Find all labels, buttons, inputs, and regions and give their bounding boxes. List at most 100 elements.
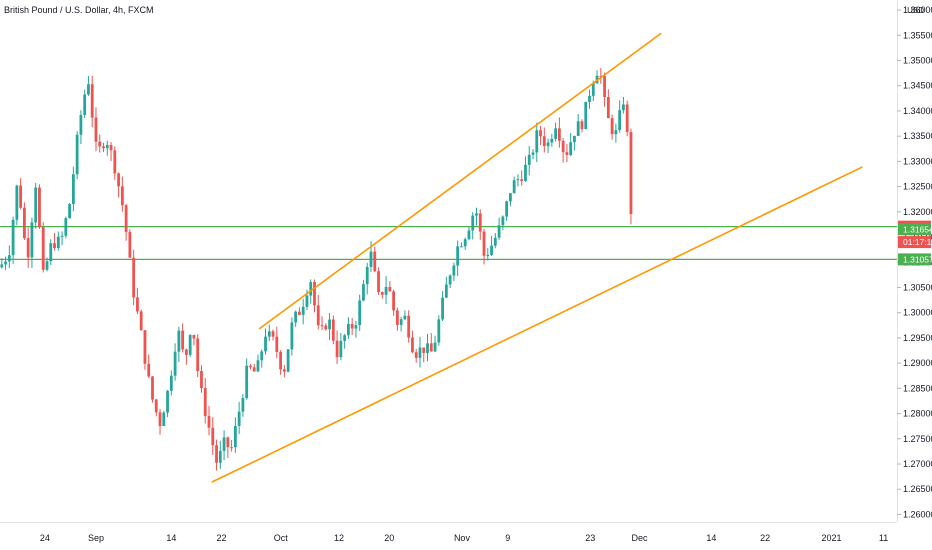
candle-body bbox=[629, 131, 633, 215]
candle-body bbox=[426, 343, 429, 353]
candle-body bbox=[83, 94, 87, 116]
candle-body bbox=[162, 412, 166, 427]
y-tick-label: 1.36000 bbox=[903, 5, 932, 15]
candle-body bbox=[151, 376, 154, 400]
x-tick-label: 22 bbox=[760, 533, 770, 543]
price-tag-label: 01:17:11 bbox=[903, 237, 932, 247]
candle-body bbox=[471, 215, 475, 231]
candle-body bbox=[520, 179, 524, 181]
candle-body bbox=[546, 142, 550, 147]
y-tick-label: 1.26000 bbox=[903, 509, 932, 519]
candle-body bbox=[527, 154, 531, 165]
candle-body bbox=[331, 319, 335, 341]
candle-body bbox=[614, 130, 618, 135]
candle-body bbox=[309, 282, 313, 296]
candle-body bbox=[569, 142, 573, 155]
candle-body bbox=[60, 235, 64, 237]
y-tick-label: 1.30500 bbox=[903, 282, 932, 292]
candle-body bbox=[11, 219, 15, 256]
candle-body bbox=[414, 352, 418, 358]
candle-body bbox=[380, 292, 384, 295]
candle-body bbox=[267, 331, 271, 337]
candle-body bbox=[501, 216, 505, 226]
candle-body bbox=[490, 245, 493, 255]
candle-body bbox=[497, 225, 501, 238]
candle-body bbox=[452, 265, 456, 276]
candle-body bbox=[392, 291, 396, 311]
currency-label: USD bbox=[907, 6, 924, 15]
candle-body bbox=[181, 330, 185, 350]
candle-body bbox=[603, 76, 606, 98]
candle-body bbox=[542, 136, 546, 147]
candle-body bbox=[365, 266, 369, 285]
candle-body bbox=[233, 425, 237, 448]
candle-body bbox=[433, 342, 437, 352]
candle-body bbox=[252, 367, 256, 372]
candle-body bbox=[4, 261, 7, 265]
candle-body bbox=[68, 204, 72, 219]
candle-body bbox=[15, 185, 19, 220]
y-tick-label: 1.26500 bbox=[903, 484, 932, 494]
candle-body bbox=[45, 261, 49, 270]
y-tick-label: 1.35000 bbox=[903, 56, 932, 66]
candle-body bbox=[346, 323, 350, 336]
candle-body bbox=[226, 437, 230, 448]
candle-body bbox=[147, 363, 151, 377]
price-tag-label: 1.31654 bbox=[903, 224, 932, 234]
candle-body bbox=[565, 152, 569, 155]
candle-body bbox=[508, 193, 512, 202]
candle-body bbox=[437, 319, 441, 343]
candle-body bbox=[169, 375, 173, 391]
candle-body bbox=[395, 310, 399, 325]
y-tick-label: 1.32500 bbox=[903, 182, 932, 192]
candle-body bbox=[211, 427, 215, 446]
candle-body bbox=[19, 185, 23, 208]
candle-body bbox=[369, 251, 373, 267]
candle-body bbox=[456, 246, 460, 266]
candle-body bbox=[215, 445, 218, 463]
candle-body bbox=[441, 297, 444, 320]
candle-body bbox=[625, 104, 629, 132]
candle-body bbox=[218, 450, 222, 463]
candle-body bbox=[429, 343, 433, 352]
candle-body bbox=[505, 201, 509, 217]
candle-body bbox=[79, 115, 83, 135]
candle-body bbox=[90, 84, 94, 118]
candle-body bbox=[411, 337, 414, 353]
x-tick-label: 12 bbox=[334, 533, 344, 543]
candle-body bbox=[256, 360, 260, 372]
candle-body bbox=[264, 336, 267, 352]
candle-body bbox=[422, 347, 426, 353]
candle-body bbox=[166, 390, 169, 413]
candle-body bbox=[22, 207, 26, 239]
candle-body bbox=[109, 145, 113, 151]
candle-body bbox=[618, 110, 622, 131]
candle-body bbox=[384, 287, 388, 295]
y-tick-label: 1.34500 bbox=[903, 81, 932, 91]
candle-body bbox=[358, 300, 362, 326]
candle-body bbox=[448, 275, 452, 285]
candle-body bbox=[524, 164, 527, 181]
candle-body bbox=[41, 227, 45, 270]
candle-body bbox=[94, 117, 98, 142]
candle-body bbox=[173, 351, 177, 376]
y-tick-label: 1.32000 bbox=[903, 207, 932, 217]
candle-body bbox=[418, 347, 422, 358]
candle-body bbox=[143, 330, 147, 364]
candle-body bbox=[87, 84, 90, 95]
candle-body bbox=[188, 334, 192, 355]
y-tick-label: 1.34000 bbox=[903, 106, 932, 116]
candle-body bbox=[444, 284, 448, 298]
candle-body bbox=[478, 213, 482, 232]
candle-body bbox=[139, 311, 143, 331]
x-tick-label: 24 bbox=[40, 533, 50, 543]
candle-body bbox=[279, 351, 282, 370]
candle-body bbox=[588, 95, 591, 102]
candle-body bbox=[271, 331, 275, 337]
candle-body bbox=[316, 305, 320, 326]
candle-body bbox=[584, 101, 588, 130]
candle-body bbox=[512, 180, 516, 194]
y-tick-label: 1.27000 bbox=[903, 459, 932, 469]
